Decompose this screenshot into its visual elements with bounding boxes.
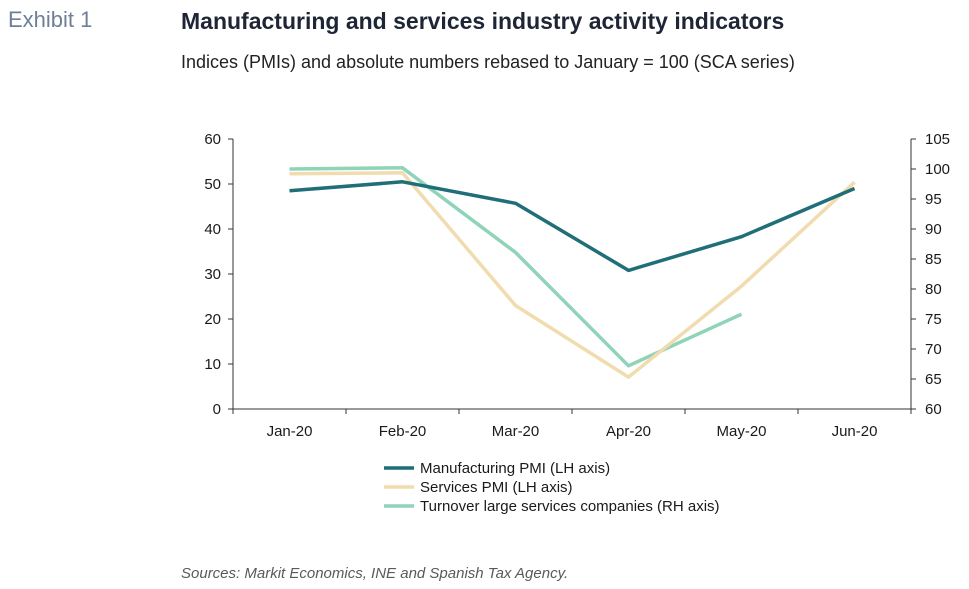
right-axis-tick-label: 80 — [925, 281, 942, 298]
legend-label: Services PMI (LH axis) — [420, 479, 573, 496]
right-axis-tick-label: 95 — [925, 191, 942, 208]
left-axis-tick-label: 20 — [204, 311, 221, 328]
right-axis-tick-label: 70 — [925, 341, 942, 358]
x-axis-tick-label: Mar-20 — [492, 423, 540, 440]
chart-subtitle: Indices (PMIs) and absolute numbers reba… — [181, 52, 795, 72]
chart-lines — [289, 166, 856, 379]
x-axis-tick-label: Feb-20 — [379, 423, 427, 440]
series-line — [289, 171, 856, 379]
exhibit-label: Exhibit 1 — [8, 7, 93, 32]
right-axis-tick-label: 100 — [925, 161, 950, 178]
x-axis-tick-label: Jan-20 — [267, 423, 313, 440]
right-axis-tick-label: 60 — [925, 401, 942, 418]
series-line — [289, 166, 743, 368]
right-axis-tick-label: 90 — [925, 221, 942, 238]
source-note: Sources: Markit Economics, INE and Spani… — [181, 565, 569, 582]
chart-title: Manufacturing and services industry acti… — [181, 8, 785, 34]
series-line — [289, 180, 856, 273]
chart-axes: 0 10 20 30 40 50 60 60 65 70 75 80 85 90 95 100 105 Jan-2… — [204, 131, 950, 440]
legend-label: Turnover large services companies (RH ax… — [420, 498, 720, 515]
left-axis-tick-label: 10 — [204, 356, 221, 373]
left-axis-tick-label: 60 — [204, 131, 221, 148]
x-axis-tick-label: May-20 — [716, 423, 766, 440]
right-axis-tick-label: 75 — [925, 311, 942, 328]
right-axis-tick-label: 85 — [925, 251, 942, 268]
right-axis-tick-label: 105 — [925, 131, 950, 148]
x-axis-tick-label: Jun-20 — [832, 423, 878, 440]
x-axis-tick-label: Apr-20 — [606, 423, 651, 440]
left-axis-tick-label: 30 — [204, 266, 221, 283]
left-axis-tick-label: 40 — [204, 221, 221, 238]
legend-label: Manufacturing PMI (LH axis) — [420, 460, 610, 477]
left-axis-tick-label: 50 — [204, 176, 221, 193]
left-axis-tick-label: 0 — [213, 401, 221, 418]
right-axis-tick-label: 65 — [925, 371, 942, 388]
chart-legend: Manufacturing PMI (LH axis) Services PMI … — [384, 460, 720, 515]
